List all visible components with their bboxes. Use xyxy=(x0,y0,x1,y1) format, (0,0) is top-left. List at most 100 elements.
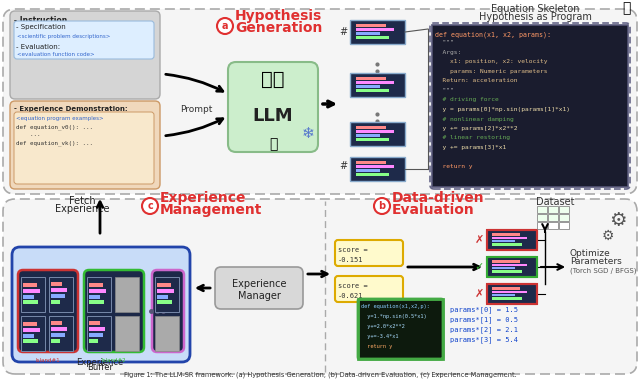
Text: ✗: ✗ xyxy=(475,235,484,245)
Bar xyxy=(51,300,60,304)
Bar xyxy=(548,222,558,229)
Bar xyxy=(24,300,38,304)
Bar xyxy=(24,328,40,332)
Text: - Specification: - Specification xyxy=(16,24,66,30)
Text: Prompt: Prompt xyxy=(180,104,212,114)
FancyBboxPatch shape xyxy=(215,267,303,309)
Bar xyxy=(51,294,65,298)
Text: return y: return y xyxy=(435,164,472,169)
Bar xyxy=(492,237,527,239)
Text: (Torch SGD / BFGS): (Torch SGD / BFGS) xyxy=(570,268,637,274)
Text: Buffer: Buffer xyxy=(87,363,113,372)
FancyBboxPatch shape xyxy=(10,101,160,189)
Bar xyxy=(51,339,60,343)
Bar xyxy=(157,300,172,304)
Text: Hypothesis as Program: Hypothesis as Program xyxy=(479,12,591,22)
FancyBboxPatch shape xyxy=(335,240,403,266)
Text: y += params[2]*x2**2: y += params[2]*x2**2 xyxy=(435,126,518,131)
Text: params*[1] = 0.5: params*[1] = 0.5 xyxy=(450,316,518,323)
Text: # linear restoring: # linear restoring xyxy=(435,136,510,141)
Bar xyxy=(548,214,558,221)
Bar xyxy=(492,297,522,300)
Bar xyxy=(24,295,34,299)
Text: Island#2: Island#2 xyxy=(102,358,126,363)
Text: c: c xyxy=(147,201,153,211)
Bar xyxy=(90,283,102,287)
Bar xyxy=(90,339,98,343)
Text: b: b xyxy=(378,201,385,211)
Text: Management: Management xyxy=(160,203,262,217)
Bar xyxy=(51,288,67,292)
Bar xyxy=(559,222,569,229)
Text: Data-driven: Data-driven xyxy=(392,191,484,205)
Bar xyxy=(355,85,380,88)
Text: Experience: Experience xyxy=(76,358,124,367)
Text: score =: score = xyxy=(338,283,368,289)
Text: # b: # b xyxy=(340,161,358,171)
Bar xyxy=(21,316,45,351)
Text: 🐍: 🐍 xyxy=(622,1,630,15)
Text: y+=2.0*x2**2: y+=2.0*x2**2 xyxy=(361,324,404,329)
Bar xyxy=(157,295,168,299)
Bar xyxy=(537,214,547,221)
Bar xyxy=(548,206,558,213)
Bar xyxy=(492,270,522,273)
Text: y+=-3.4*x1: y+=-3.4*x1 xyxy=(361,334,399,339)
Bar xyxy=(350,73,405,97)
FancyBboxPatch shape xyxy=(228,62,318,152)
Bar xyxy=(492,291,527,293)
Text: <scientific problem descriptions>: <scientific problem descriptions> xyxy=(17,34,110,39)
Text: y += params[3]*x1: y += params[3]*x1 xyxy=(435,145,506,150)
Text: x1: position, x2: velocity: x1: position, x2: velocity xyxy=(435,60,547,65)
Bar xyxy=(90,333,102,337)
Bar xyxy=(355,81,394,84)
Bar xyxy=(24,283,36,287)
Text: y=1.*np.sin(0.5*x1): y=1.*np.sin(0.5*x1) xyxy=(361,314,427,319)
Bar xyxy=(21,277,45,312)
Text: def equation_v0(): ...: def equation_v0(): ... xyxy=(16,124,93,130)
Bar xyxy=(24,333,34,338)
Bar xyxy=(51,333,65,337)
Bar xyxy=(537,206,547,213)
Bar xyxy=(350,20,405,44)
Text: Manager: Manager xyxy=(237,291,280,301)
Text: Experience: Experience xyxy=(232,279,286,289)
Text: -0.151: -0.151 xyxy=(338,257,364,263)
Text: Optimize: Optimize xyxy=(570,250,611,258)
Bar xyxy=(559,206,569,213)
Bar xyxy=(355,130,394,133)
Text: 📚: 📚 xyxy=(269,137,277,151)
Circle shape xyxy=(374,198,390,214)
Bar xyxy=(115,316,139,351)
Bar xyxy=(355,134,380,137)
Text: ⚙: ⚙ xyxy=(602,229,614,243)
Bar xyxy=(155,316,179,351)
Bar xyxy=(537,222,547,229)
Bar xyxy=(87,316,111,351)
Text: def equation(x1,x2,p):: def equation(x1,x2,p): xyxy=(361,304,429,309)
Text: - Evaluation:: - Evaluation: xyxy=(16,44,60,50)
Bar xyxy=(355,169,380,172)
FancyBboxPatch shape xyxy=(14,112,154,184)
Bar xyxy=(358,299,443,359)
Bar xyxy=(559,214,569,221)
FancyBboxPatch shape xyxy=(84,270,144,352)
Bar xyxy=(87,277,111,312)
Text: Experience: Experience xyxy=(160,191,246,205)
Text: y = params[0]*np.sin(params[1]*x1): y = params[0]*np.sin(params[1]*x1) xyxy=(435,107,570,112)
Text: def equation(x1, x2, params):: def equation(x1, x2, params): xyxy=(435,31,551,38)
Bar xyxy=(90,321,100,325)
Text: """: """ xyxy=(435,88,454,93)
Bar xyxy=(492,233,520,236)
FancyBboxPatch shape xyxy=(152,270,184,352)
Text: LLM: LLM xyxy=(253,107,293,125)
Bar xyxy=(492,243,522,246)
Bar xyxy=(350,157,405,181)
Bar xyxy=(487,230,537,250)
Text: Args:: Args: xyxy=(435,50,461,55)
FancyBboxPatch shape xyxy=(14,21,154,59)
Text: Generation: Generation xyxy=(235,21,323,35)
Bar xyxy=(24,288,40,293)
Text: Fetch: Fetch xyxy=(68,196,95,206)
Bar xyxy=(355,32,380,35)
